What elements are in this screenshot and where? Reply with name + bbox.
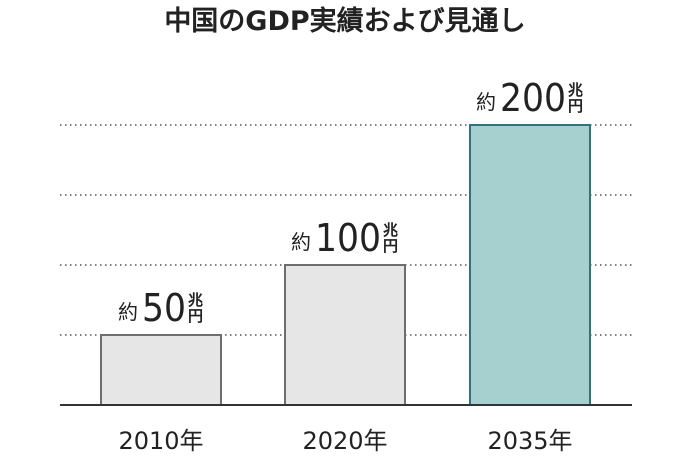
data-label-prefix: 約 (476, 90, 496, 114)
data-label-0: 約 50 兆円 (118, 286, 203, 330)
data-label-unit-bottom: 円 (568, 97, 583, 115)
data-label-unit-top: 兆 (188, 291, 203, 309)
data-label-1: 約 100 兆円 (291, 216, 398, 260)
data-label-unit-top: 兆 (568, 81, 583, 99)
data-label-value: 50 (142, 286, 186, 330)
data-label-value: 100 (315, 216, 381, 260)
category-label-0: 2010年 (118, 427, 203, 455)
bars (100, 124, 591, 406)
data-label-prefix: 約 (118, 300, 138, 324)
data-label-unit-bottom: 円 (188, 307, 203, 325)
bar-0 (100, 334, 222, 406)
data-label-2: 約 200 兆円 (476, 76, 583, 120)
data-label-prefix: 約 (291, 230, 311, 254)
bar-1 (284, 264, 406, 406)
category-label-1: 2020年 (302, 427, 387, 455)
data-label-unit-bottom: 円 (383, 237, 398, 255)
data-label-value: 200 (500, 76, 566, 120)
data-labels: 約 50 兆円約 100 兆円約 200 兆円 (118, 76, 583, 330)
chart-title: 中国のGDP実績および見通し (164, 5, 525, 37)
data-label-unit-top: 兆 (383, 221, 398, 239)
category-label-2: 2035年 (487, 427, 572, 455)
bar-2 (469, 124, 591, 406)
category-labels: 2010年 2020年 2035年 (118, 427, 572, 455)
